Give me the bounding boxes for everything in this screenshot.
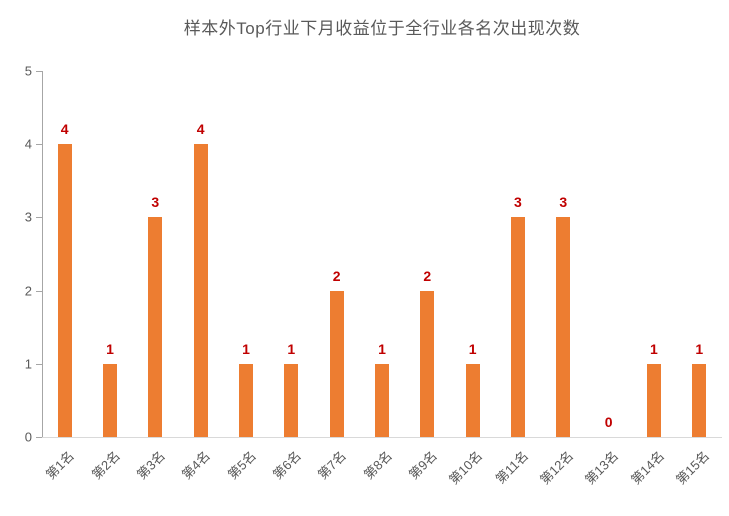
bar-slot: 0: [586, 71, 631, 437]
y-axis-tick: [36, 217, 42, 219]
x-axis-tick-label: 第9名: [405, 448, 441, 483]
y-axis-tick-label: 1: [24, 356, 32, 372]
y-axis-tick: [36, 363, 42, 365]
bar: [102, 363, 117, 437]
x-axis-labels: 第1名 第2名 第3名 第4名 第5名 第6名 第7名 第8名 第9名 第10名 第11名 第12名第…: [42, 446, 722, 508]
x-axis-line: [42, 437, 722, 438]
bar: [692, 363, 707, 437]
bar: [284, 363, 299, 437]
x-axis-tick-label: 第12名: [536, 448, 577, 488]
y-axis-tick-label: 3: [24, 209, 32, 225]
plot-area: 4 1 3 4 1 1 2 1 2 1 3 3 0 1 1 0 1 2 3 4 5: [25, 64, 722, 445]
y-axis-line: [42, 71, 43, 437]
bar-value-label: 1: [468, 340, 477, 357]
y-axis-tick-label: 0: [24, 429, 32, 445]
y-axis-tick-label: 4: [24, 136, 32, 152]
bar: [57, 144, 72, 437]
bar: [465, 363, 480, 437]
y-axis-tick: [36, 144, 42, 146]
bar-value-label: 1: [242, 340, 250, 357]
bar-value-label: 3: [514, 194, 522, 211]
bar-slot: 1: [631, 71, 676, 437]
bars-container: 4 1 3 4 1 1 2 1 2 1 3 3 0 1 1: [42, 71, 722, 437]
bar-value-label: 1: [378, 340, 386, 357]
bar: [556, 217, 571, 437]
bar-slot: 1: [677, 71, 722, 437]
x-axis-tick-label: 第10名: [446, 448, 486, 488]
bar-value-label: 1: [106, 340, 114, 357]
bar-slot: 3: [541, 71, 586, 437]
bar-slot: 1: [450, 71, 495, 437]
bar: [148, 217, 163, 437]
x-axis-tick-label: 第3名: [133, 448, 169, 483]
bar-slot: 4: [42, 71, 87, 437]
x-axis-tick-label: 第4名: [179, 448, 214, 483]
bar: [510, 217, 525, 437]
x-axis-tick-label: 第7名: [315, 448, 350, 483]
bar-value-label: 3: [151, 194, 160, 211]
bar-slot: 1: [87, 71, 132, 437]
bar-slot: 1: [269, 71, 314, 437]
x-axis-tick-label: 第13名: [582, 448, 622, 488]
y-axis-tick-label: 2: [24, 283, 32, 299]
bar: [193, 144, 208, 437]
x-axis-tick-label: 第8名: [360, 448, 395, 483]
y-axis-tick: [36, 290, 42, 292]
bar-slot: 2: [405, 71, 450, 437]
bar-value-label: 4: [60, 121, 69, 138]
bar-slot: 1: [223, 71, 268, 437]
x-axis-tick-label: 第14名: [627, 448, 667, 488]
x-axis-tick-label: 第5名: [224, 448, 259, 483]
bar-slot: 3: [495, 71, 540, 437]
bar-slot: 2: [314, 71, 359, 437]
bar-value-label: 4: [196, 121, 205, 138]
bar-value-label: 2: [332, 267, 341, 284]
x-axis-tick-label: 第2名: [88, 448, 123, 483]
bar-slot: 1: [359, 71, 404, 437]
y-axis-tick: [36, 437, 42, 438]
bar-value-label: 1: [650, 340, 658, 357]
bar-value-label: 1: [287, 340, 296, 357]
bar: [420, 290, 435, 437]
x-axis-tick-label: 第1名: [43, 448, 78, 483]
bar: [646, 363, 661, 437]
bar-value-label: 1: [695, 340, 704, 357]
bar-value-label: 0: [604, 414, 613, 430]
bar-slot: 3: [133, 71, 178, 437]
y-axis-tick: [36, 71, 42, 72]
x-axis-tick-label: 第15名: [672, 448, 713, 488]
bar-slot: 4: [178, 71, 223, 437]
bar: [238, 363, 253, 437]
bar: [374, 363, 389, 437]
bar: [329, 290, 344, 437]
bar-value-label: 2: [423, 267, 432, 284]
bar-value-label: 3: [559, 194, 568, 211]
y-axis-tick-label: 5: [24, 63, 32, 79]
x-axis-tick-label: 第11名: [492, 448, 531, 487]
x-axis-tick-label: 第6名: [269, 448, 305, 483]
chart-title: 样本外Top行业下月收益位于全行业各名次出现次数: [183, 19, 581, 38]
